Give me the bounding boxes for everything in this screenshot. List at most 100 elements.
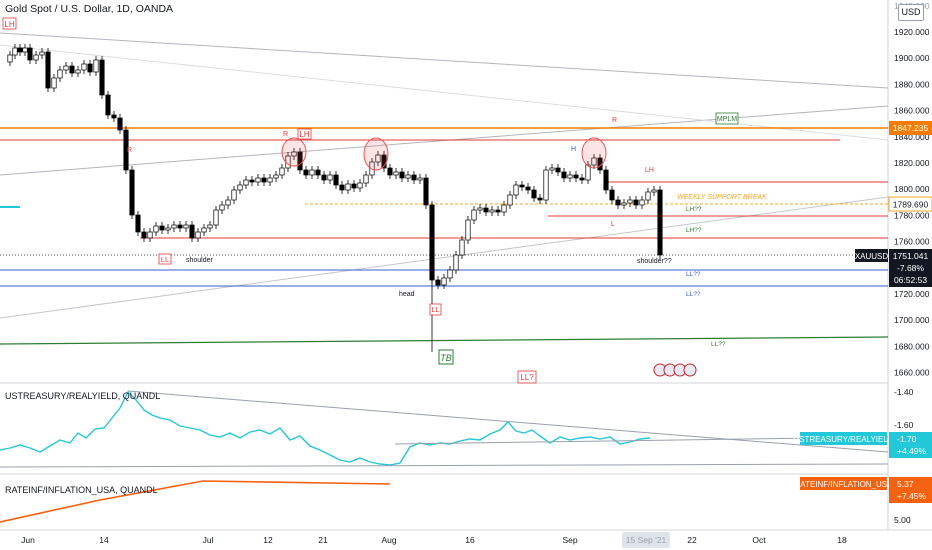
candle-body — [177, 224, 183, 229]
time-tick-label: 21 — [318, 535, 328, 545]
ll-bottom-box[interactable] — [517, 370, 537, 384]
currency-button[interactable]: USD — [898, 4, 924, 21]
candle-body — [303, 169, 309, 176]
ll-q2-label: LL?? — [686, 291, 701, 298]
candle-body — [393, 171, 399, 176]
ll-head-box[interactable] — [429, 303, 442, 316]
candle-body — [549, 167, 555, 171]
treasury-value-tag — [889, 432, 932, 458]
green-support-line[interactable] — [0, 336, 889, 345]
candle-body — [327, 174, 333, 181]
time-cursor-tag — [622, 532, 670, 548]
chart-title: Gold Spot / U.S. Dollar, 1D, OANDA — [5, 3, 174, 15]
lh-mid-box[interactable] — [297, 128, 312, 140]
candle-body — [22, 47, 28, 53]
price-tick-label: 1720.000 — [894, 289, 930, 299]
price-tick-label: 1800.000 — [894, 184, 930, 194]
inflation-line[interactable] — [0, 480, 391, 523]
inflation-pane-title: RATEINF/INFLATION_USA, QUANDL — [5, 485, 158, 495]
candle-body — [57, 69, 63, 79]
candle-body — [543, 169, 549, 201]
price-axis[interactable]: 1920.000 1900.000 1880.000 1860.000 1840.000… — [894, 1, 930, 378]
candle-body — [357, 182, 363, 189]
price-tick-label: 1860.000 — [894, 106, 930, 116]
r-left-label: R — [127, 147, 132, 154]
candle-body — [291, 151, 297, 157]
economic-events-icon[interactable] — [653, 363, 697, 377]
price-tick-label: 1780.000 — [894, 210, 930, 220]
treasury-pane-title: USTREASURY/REALYIELD, QUANDL — [5, 391, 161, 401]
candle-body — [519, 184, 525, 188]
pattern-circle-1[interactable] — [281, 137, 307, 167]
candle-body — [411, 174, 417, 181]
time-axis[interactable]: Jun14Jul1221Aug16Sep1322Oct18 — [21, 535, 847, 545]
candle-body — [345, 183, 351, 191]
treasury-trendline-base[interactable] — [0, 463, 889, 468]
candle-body — [75, 69, 81, 74]
trendline-lower-gray[interactable] — [0, 196, 889, 319]
candle-body — [591, 157, 597, 166]
candle-body — [39, 51, 45, 56]
candle-body — [165, 227, 171, 231]
ll-left-label: LL — [161, 255, 169, 264]
weekly-support-label: WEEKLY SUPPORT BREAK — [677, 194, 767, 201]
treasury-trendline-upper[interactable] — [127, 390, 889, 453]
candle-body — [531, 189, 537, 199]
candle-body — [231, 189, 237, 201]
candle-body — [243, 179, 249, 186]
candle-body — [489, 209, 495, 213]
lh-top-box[interactable] — [2, 17, 17, 30]
candle-body — [27, 47, 33, 61]
time-tick-label: 22 — [687, 535, 697, 545]
tb-box[interactable] — [438, 349, 454, 365]
head-label: head — [399, 291, 415, 298]
candle-body — [201, 227, 207, 233]
inflation-change-text: +7.45% — [897, 491, 927, 501]
candle-body — [603, 169, 609, 191]
candle-body — [237, 184, 243, 191]
tb-label: TB — [440, 353, 452, 363]
candle-body — [207, 224, 213, 229]
price-tick-label: 1660.000 — [894, 368, 930, 378]
trendline-top-gray[interactable] — [0, 32, 889, 89]
ll-left-box[interactable] — [158, 253, 172, 265]
l-label: L — [611, 221, 615, 228]
candle-body — [273, 174, 279, 179]
treasury-tick-2: -1.60 — [894, 420, 914, 430]
mplm-box[interactable] — [715, 112, 739, 125]
candle-body — [657, 189, 663, 256]
trendline-faint[interactable] — [0, 44, 889, 141]
candle-body — [219, 204, 225, 211]
price-tick-label: 1900.000 — [894, 53, 930, 63]
price-tick-label: 1700.000 — [894, 315, 930, 325]
countdown-text: 06:52:53 — [894, 275, 927, 285]
candle-body — [627, 199, 633, 204]
us-flag-icon[interactable] — [683, 363, 697, 377]
candle-body — [585, 164, 591, 181]
candle-body — [471, 209, 477, 221]
time-tick-label: Jun — [21, 535, 35, 545]
candle-body — [123, 129, 129, 171]
treasury-name-tag — [800, 432, 887, 445]
candle-body — [609, 189, 615, 201]
candle-body — [321, 174, 327, 181]
treasury-value-text: -1.70 — [897, 434, 917, 444]
treasury-yield-line[interactable] — [0, 390, 651, 466]
candle-body — [339, 184, 345, 191]
lh-mid-label: LH — [299, 130, 309, 139]
candle-body — [579, 177, 585, 181]
lh-q2-label: LH?? — [686, 227, 702, 234]
candle-body — [369, 161, 375, 176]
candle-body — [225, 199, 231, 206]
pattern-circle-3[interactable] — [581, 137, 607, 169]
candle-body — [51, 77, 57, 89]
candle-body — [105, 94, 111, 116]
candle-body — [195, 231, 201, 239]
candle-body — [387, 167, 393, 176]
candle-body — [465, 219, 471, 241]
pattern-circle-2[interactable] — [363, 137, 389, 171]
time-cursor-text: 15 Sep '21 — [626, 535, 667, 545]
candle-body — [633, 199, 639, 206]
candle-body — [561, 171, 567, 179]
